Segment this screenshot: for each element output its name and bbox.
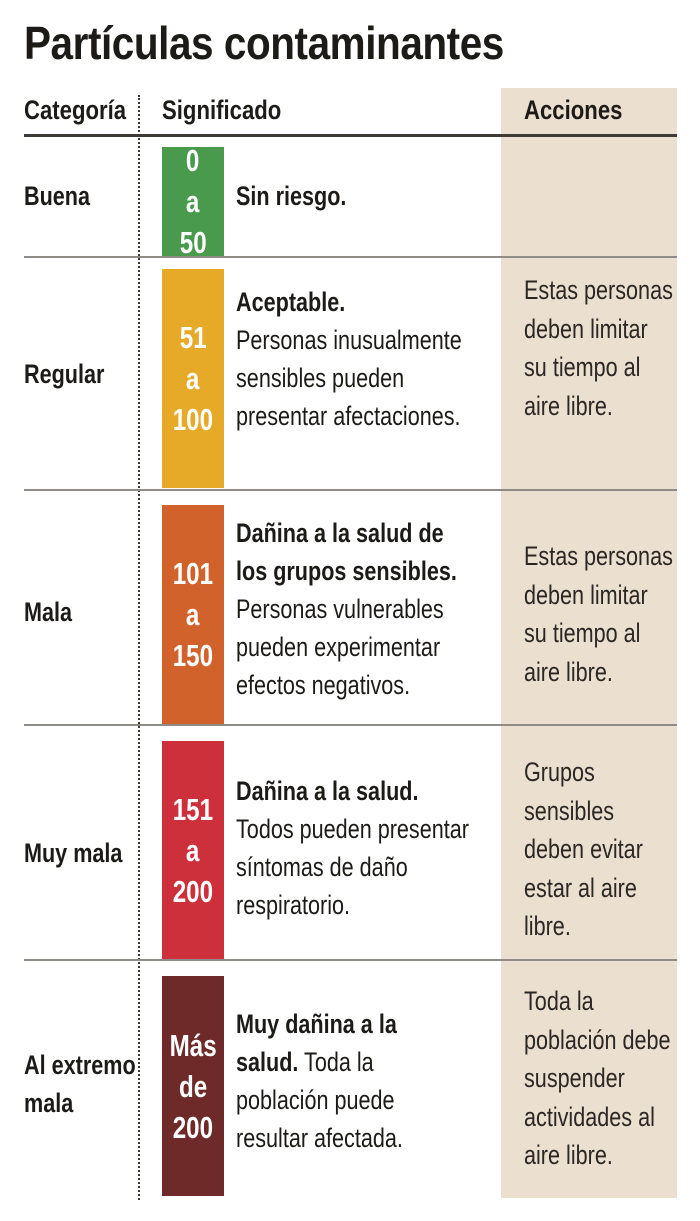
meaning-heading: salud.: [236, 1047, 299, 1077]
category-text: Al extremo: [24, 1050, 136, 1080]
action-line: deben evitar: [524, 834, 643, 864]
range-from: 151: [172, 791, 214, 827]
meaning-line: presentar afectaciones.: [236, 401, 461, 431]
action-line: libre.: [524, 911, 571, 941]
action-line: estar al aire: [524, 872, 637, 903]
actions-column-background: [501, 88, 677, 1198]
range-badge: 51 a 100: [162, 269, 224, 488]
meaning-heading: Dañina a la salud de: [236, 518, 444, 548]
meaning-text: Sin riesgo.: [236, 177, 500, 215]
action-line: aire libre.: [524, 656, 613, 687]
action-line: Estas personas: [524, 541, 673, 571]
meaning-line: Personas inusualmente: [236, 325, 462, 355]
meaning-line: sensibles pueden: [236, 363, 405, 393]
category-label: Al extremo mala: [24, 1046, 136, 1122]
action-text: Estas personas deben limitar su tiempo a…: [524, 271, 673, 425]
range-from: 0: [186, 143, 200, 178]
action-line: sensibles: [524, 795, 615, 826]
range-to: 50: [179, 225, 207, 260]
range-badge: 151 a 200: [162, 741, 224, 959]
meaning-line: resultar afectada.: [236, 1123, 403, 1153]
row-separator: [24, 959, 677, 961]
range-badge: Más de 200: [162, 976, 224, 1196]
meaning-line: respiratorio.: [236, 890, 351, 920]
range-connector: a: [186, 597, 200, 632]
action-line: Estas personas: [524, 275, 673, 305]
category-text: Buena: [24, 181, 91, 211]
action-line: suspender: [524, 1063, 625, 1093]
category-divider: [138, 95, 140, 1200]
range-connector: a: [186, 184, 200, 219]
meaning-line: Todos pueden presentar: [236, 814, 469, 844]
action-line: deben limitar: [524, 313, 648, 344]
action-text: Toda la población debe suspender activid…: [524, 982, 671, 1175]
range-to: 200: [172, 873, 214, 909]
range-from: 51: [179, 320, 207, 355]
meaning-text: Dañina a la salud. Todos pueden presenta…: [236, 772, 500, 924]
range-to: 200: [172, 1109, 214, 1145]
meaning-line: pueden experimentar: [236, 632, 441, 662]
category-text: mala: [24, 1088, 74, 1118]
range-badge: 101 a 150: [162, 505, 224, 724]
action-text: Grupos sensibles deben evitar estar al a…: [524, 753, 643, 946]
meaning-text: Aceptable. Personas inusualmente sensibl…: [236, 283, 500, 435]
range-connector: a: [186, 361, 200, 396]
meaning-inline-text: Toda la: [298, 1047, 374, 1077]
meaning-heading: los grupos sensibles.: [236, 556, 457, 586]
action-line: población debe: [524, 1024, 671, 1055]
range-to: 150: [172, 638, 214, 673]
meaning-line: síntomas de daño: [236, 852, 408, 882]
range-from: 101: [172, 556, 214, 591]
action-text: Estas personas deben limitar su tiempo a…: [524, 537, 673, 691]
row-separator: [24, 489, 677, 491]
meaning-text: Muy dañina a la salud. Toda la población…: [236, 1005, 500, 1157]
header-rule: [24, 134, 677, 137]
action-line: aire libre.: [524, 390, 613, 421]
header-meaning: Significado: [162, 95, 282, 125]
range-to: 100: [172, 402, 214, 437]
category-text: Mala: [24, 597, 73, 627]
category-label: Mala: [24, 593, 72, 631]
meaning-heading: Sin riesgo.: [236, 181, 347, 211]
meaning-heading: Muy dañina a la: [236, 1009, 397, 1039]
range-connector: de: [178, 1068, 208, 1104]
row-separator: [24, 256, 677, 258]
meaning-text: Dañina a la salud de los grupos sensible…: [236, 514, 500, 704]
meaning-line: Personas vulnerables: [236, 594, 444, 624]
row-separator: [24, 724, 677, 726]
action-line: su tiempo al: [524, 352, 641, 382]
category-label: Muy mala: [24, 834, 122, 872]
meaning-line: población puede: [236, 1085, 395, 1115]
action-line: Toda la: [524, 986, 594, 1016]
header-actions: Acciones: [524, 95, 623, 125]
meaning-heading: Aceptable.: [236, 287, 346, 317]
action-line: su tiempo al: [524, 618, 641, 648]
action-line: actividades al: [524, 1101, 655, 1132]
range-from: Más: [169, 1027, 217, 1063]
category-label: Regular: [24, 355, 104, 393]
page-title: Partículas contaminantes: [24, 17, 504, 69]
action-line: aire libre.: [524, 1140, 613, 1170]
action-line: deben limitar: [524, 579, 648, 610]
category-label: Buena: [24, 177, 90, 215]
meaning-heading: Dañina a la salud.: [236, 776, 419, 806]
action-line: Grupos: [524, 757, 595, 787]
header-category: Categoría: [24, 95, 127, 125]
range-badge: 0 a 50: [162, 143, 224, 260]
category-text: Regular: [24, 359, 105, 389]
meaning-line: efectos negativos.: [236, 670, 411, 700]
range-connector: a: [186, 832, 200, 868]
category-text: Muy mala: [24, 838, 123, 868]
